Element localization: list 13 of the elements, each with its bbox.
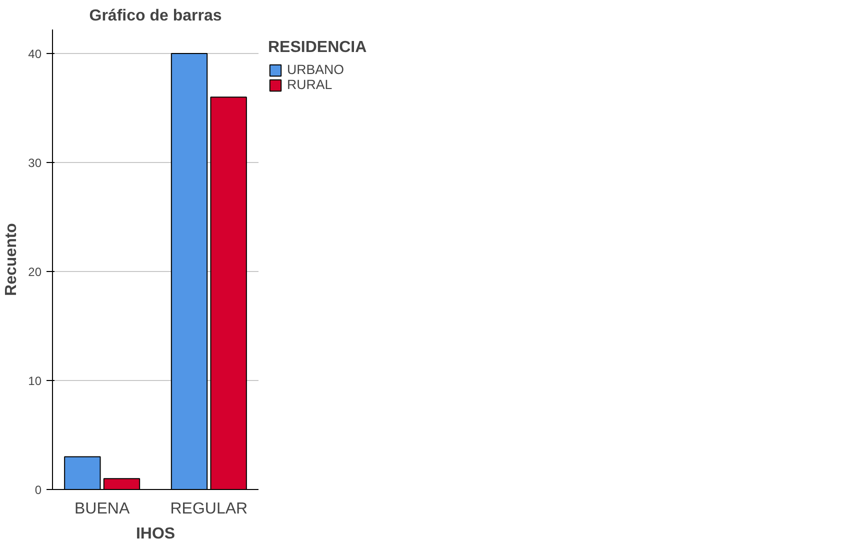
x-tick-label: BUENA xyxy=(74,500,130,518)
x-tick-label: REGULAR xyxy=(170,500,248,518)
legend-title: RESIDENCIA xyxy=(268,39,367,57)
legend-label: RURAL xyxy=(287,77,332,92)
y-tick-label: 40 xyxy=(28,46,42,61)
legend-label: URBANO xyxy=(287,62,344,77)
chart-title: Gráfico de barras xyxy=(89,8,222,24)
y-tick-label: 10 xyxy=(28,374,42,388)
y-axis-title: Recuento xyxy=(3,222,20,296)
y-tick-label: 20 xyxy=(28,264,42,279)
x-axis-title: IHOS xyxy=(136,526,176,542)
y-tick-label: 30 xyxy=(28,156,42,170)
y-tick-label: 0 xyxy=(34,483,42,497)
